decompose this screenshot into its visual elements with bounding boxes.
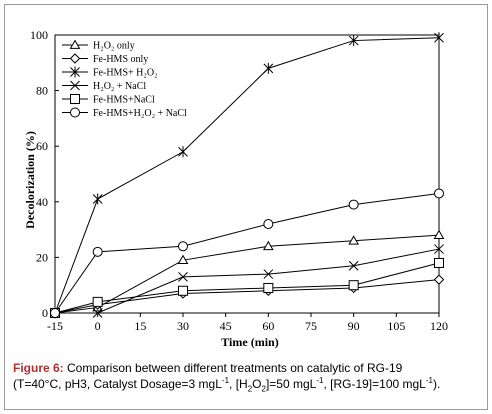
legend-label-1: Fe-HMS only (93, 54, 148, 65)
legend-entry-5: Fe-HMS+H₂O₂ + NaCl (62, 107, 187, 119)
legend-marker-2 (70, 66, 80, 78)
legend-marker-4 (70, 94, 80, 104)
legend-entry-3: H₂O₂ + NaCl (62, 80, 146, 92)
legend-marker-3 (70, 80, 80, 91)
y-tick-label-0: 0 (42, 306, 48, 320)
series-0 (49, 229, 445, 317)
series-line-4 (54, 262, 440, 314)
caption-conditions: (T=40°C, pH3, Catalyst Dosage=3 mgL-1, [… (13, 376, 441, 394)
legend-marker-0 (69, 39, 81, 49)
data-point-2-2 (178, 146, 188, 158)
data-point-4-3 (263, 282, 274, 293)
legend-entry-4: Fe-HMS+NaCl (62, 94, 155, 106)
data-point-2-5 (434, 32, 444, 44)
data-point-4-1 (92, 296, 103, 307)
data-point-5-1 (92, 246, 103, 257)
data-point-5-4 (348, 199, 359, 210)
data-point-5-2 (178, 241, 188, 252)
legend-marker-5 (70, 107, 80, 118)
legend-label-5: Fe-HMS+H₂O₂ + NaCl (93, 108, 187, 119)
series-1 (49, 274, 445, 319)
x-tick-label-4: 45 (220, 319, 232, 333)
series-line-1 (54, 279, 440, 314)
legend-entry-0: H₂O₂ only (62, 39, 135, 52)
y-axis-title: Decolorization (%) (23, 131, 37, 229)
plot-frame (54, 34, 440, 314)
x-tick-label-5: 60 (262, 319, 274, 333)
data-point-3-3 (263, 269, 274, 279)
data-point-0-3 (262, 240, 274, 251)
legend-label-0: H₂O₂ only (93, 41, 135, 52)
y-tick-label-4: 80 (36, 84, 48, 98)
data-point-3-1 (92, 308, 103, 318)
x-tick-label-6: 75 (305, 319, 317, 333)
data-point-2-4 (348, 35, 359, 47)
data-point-4-2 (178, 285, 188, 296)
figure-label: Figure 6: (13, 361, 64, 375)
figure-panel: -15 0 15 30 45 60 75 90 105 120 0 20 40 60 80 100 H₂O₂ … (4, 4, 488, 410)
x-tick-label-3: 30 (177, 319, 189, 333)
data-point-5-3 (263, 219, 274, 230)
data-point-3-5 (434, 244, 444, 254)
legend-entry-1: Fe-HMS only (62, 53, 148, 65)
y-tick-label-3: 60 (36, 139, 48, 153)
legend-marker-1 (69, 53, 81, 64)
legend-label-2: Fe-HMS+ H₂O₂ (93, 68, 158, 79)
y-tick-label-5: 100 (30, 28, 48, 42)
data-point-3-4 (348, 260, 359, 271)
data-point-2-3 (263, 62, 274, 74)
x-tick-label-0: -15 (47, 319, 63, 333)
data-point-0-5 (433, 229, 445, 240)
data-point-0-2 (177, 254, 189, 265)
data-point-2-1 (92, 193, 103, 205)
series-line-2 (54, 37, 440, 314)
x-axis-title: Time (min) (221, 335, 278, 349)
data-point-0-4 (348, 235, 360, 245)
legend-entry-2: Fe-HMS+ H₂O₂ (62, 66, 158, 79)
legend-label-3: H₂O₂ + NaCl (93, 81, 146, 92)
x-tick-label-7: 90 (348, 319, 360, 333)
data-point-5-0 (50, 308, 60, 318)
y-tick-label-2: 40 (36, 195, 48, 209)
x-tick-label-2: 15 (134, 319, 146, 333)
series-line-0 (54, 234, 440, 314)
series-line-5 (54, 192, 440, 314)
data-point-1-5 (433, 274, 445, 285)
data-point-5-5 (434, 188, 444, 199)
y-tick-label-1: 20 (36, 250, 48, 264)
figure-caption: Figure 6: Comparison between different t… (5, 360, 489, 394)
series-5 (50, 188, 444, 318)
data-point-3-2 (178, 272, 188, 282)
x-tick-label-8: 105 (387, 319, 405, 333)
x-tick-label-1: 0 (95, 319, 101, 333)
series-4 (50, 257, 444, 318)
x-tick-label-9: 120 (430, 319, 448, 333)
data-point-4-4 (348, 280, 359, 291)
data-point-4-5 (434, 257, 444, 268)
legend-label-4: Fe-HMS+NaCl (93, 95, 155, 106)
series-3 (50, 244, 444, 318)
caption-line1: Comparison between different treatments … (63, 361, 403, 375)
series-line-3 (55, 248, 440, 314)
